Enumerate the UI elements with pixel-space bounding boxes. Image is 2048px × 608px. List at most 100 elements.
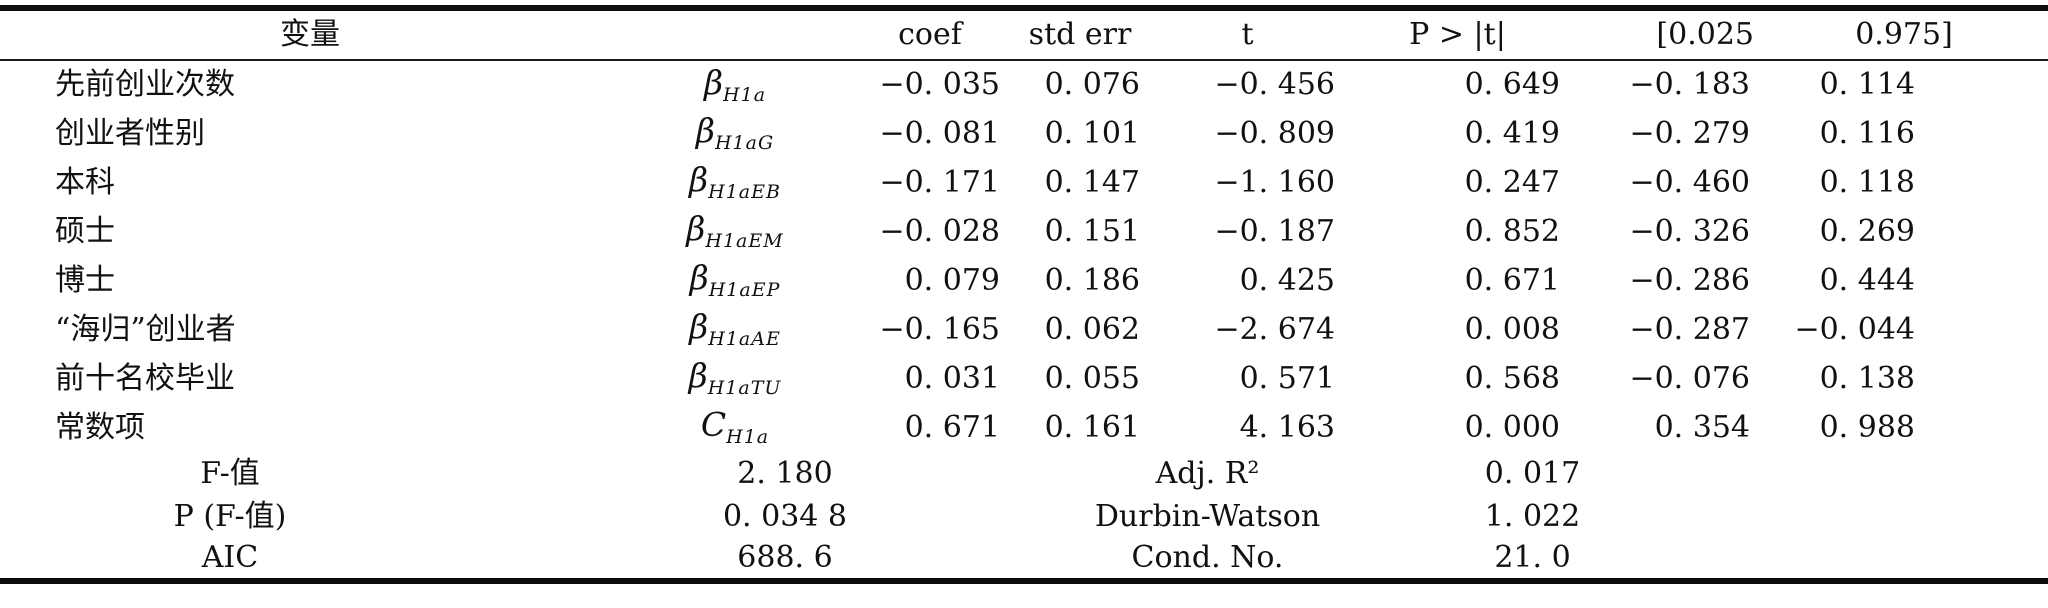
variable-label: 常数项 <box>55 409 145 445</box>
p-value: 0. 568 <box>1464 360 1560 396</box>
ci-upper-value: 0. 138 <box>1819 360 1915 396</box>
coef-value: −0. 171 <box>879 164 1000 200</box>
regression-table-page: 变量 coef std err t P > |t| [0.025 0.975] … <box>0 5 2048 608</box>
t-value: 4. 163 <box>1239 409 1335 445</box>
t-value: −2. 674 <box>1214 311 1335 347</box>
symbol-letter: β <box>688 356 708 395</box>
coefficient-symbol: βH1aEP <box>560 256 850 305</box>
col-header-ci-upper: 0.975] <box>1855 17 1953 52</box>
table-row: 先前创业次数 βH1a −0. 035 0. 076 −0. 456 0. 64… <box>0 60 2048 109</box>
table-row: “海归”创业者 βH1aAE −0. 165 0. 062 −2. 674 0.… <box>0 305 2048 354</box>
col-header-t: t <box>1241 17 1254 52</box>
table-row: 硕士 βH1aEM −0. 028 0. 151 −0. 187 0. 852 … <box>0 207 2048 256</box>
p-value: 0. 419 <box>1464 115 1560 151</box>
table-row: 前十名校毕业 βH1aTU 0. 031 0. 055 0. 571 0. 56… <box>0 354 2048 403</box>
std-err-value: 0. 101 <box>1044 115 1140 151</box>
symbol-subscript: H1aG <box>714 132 775 154</box>
row-spacer <box>1930 60 2048 109</box>
stat-value-right: 1. 022 <box>1484 498 1581 534</box>
row-spacer <box>1760 495 2048 538</box>
col-header-p-value: P > |t| <box>1409 17 1506 52</box>
coefficient-symbol: βH1a <box>560 60 850 109</box>
coefficient-symbol: CH1a <box>560 403 850 452</box>
std-err-value: 0. 161 <box>1044 409 1140 445</box>
ci-upper-value: 0. 116 <box>1819 115 1915 151</box>
variable-label: “海归”创业者 <box>55 311 236 347</box>
stat-value-right: 0. 017 <box>1484 455 1581 491</box>
table-row: 常数项 CH1a 0. 671 0. 161 4. 163 0. 000 0. … <box>0 403 2048 452</box>
stat-label-left: F-值 <box>200 455 260 491</box>
symbol-letter: β <box>703 62 724 102</box>
symbol-subscript: H1a <box>723 83 767 106</box>
row-spacer <box>1930 256 2048 305</box>
table-row: 博士 βH1aEP 0. 079 0. 186 0. 425 0. 671 −0… <box>0 256 2048 305</box>
variable-label: 本科 <box>55 164 115 200</box>
t-value: 0. 425 <box>1239 262 1335 298</box>
p-value: 0. 852 <box>1464 213 1560 249</box>
col-header-variable: 变量 <box>280 17 340 52</box>
stat-value-left: 688. 6 <box>737 540 833 575</box>
variable-label: 先前创业次数 <box>55 67 235 102</box>
row-spacer <box>1930 354 2048 403</box>
summary-row: AIC 688. 6 Cond. No. 21. 0 <box>0 538 2048 581</box>
symbol-subscript: H1aEP <box>708 279 781 301</box>
summary-row: P (F-值) 0. 034 8 Durbin-Watson 1. 022 <box>0 495 2048 538</box>
stat-label-right: Durbin-Watson <box>1094 498 1321 534</box>
symbol-letter: C <box>700 405 727 444</box>
coefficient-symbol: βH1aAE <box>560 305 850 354</box>
symbol-letter: β <box>689 307 709 346</box>
stat-value-left: 0. 034 8 <box>722 498 848 534</box>
summary-row: F-值 2. 180 Adj. R² 0. 017 <box>0 452 2048 495</box>
ci-upper-value: 0. 444 <box>1819 262 1915 298</box>
ci-lower-value: −0. 279 <box>1629 115 1750 151</box>
coefficient-symbol: βH1aEB <box>560 158 850 207</box>
coefficient-symbol: βH1aTU <box>560 354 850 403</box>
ci-upper-value: 0. 114 <box>1819 67 1915 102</box>
row-spacer <box>1760 452 2048 495</box>
t-value: −0. 456 <box>1214 67 1335 102</box>
symbol-letter: β <box>689 160 709 199</box>
std-err-value: 0. 076 <box>1044 67 1140 102</box>
row-spacer <box>1930 403 2048 452</box>
row-spacer <box>1930 109 2048 158</box>
coef-value: 0. 031 <box>904 360 1000 396</box>
header-row: 变量 coef std err t P > |t| [0.025 0.975] <box>0 8 2048 60</box>
p-value: 0. 671 <box>1464 262 1560 298</box>
symbol-subscript: H1a <box>726 426 770 448</box>
row-spacer <box>1760 538 2048 581</box>
coef-value: 0. 079 <box>904 262 1000 298</box>
ci-upper-value: 0. 269 <box>1819 213 1915 249</box>
coef-value: −0. 035 <box>879 67 1000 102</box>
coef-value: 0. 671 <box>904 409 1000 445</box>
coefficient-symbol: βH1aG <box>560 109 850 158</box>
stat-label-left: P (F-值) <box>173 498 287 534</box>
variable-label: 博士 <box>55 262 115 298</box>
symbol-subscript: H1aEM <box>705 230 784 252</box>
coefficient-symbol: βH1aEM <box>560 207 850 256</box>
stat-value-left: 2. 180 <box>737 455 833 491</box>
variable-label: 创业者性别 <box>55 115 205 151</box>
ci-lower-value: −0. 326 <box>1629 213 1750 249</box>
symbol-subscript: H1aAE <box>708 328 781 350</box>
std-err-value: 0. 147 <box>1044 164 1140 200</box>
coef-value: −0. 165 <box>879 311 1000 347</box>
ci-lower-value: −0. 183 <box>1629 67 1750 102</box>
std-err-value: 0. 062 <box>1044 311 1140 347</box>
variable-label: 硕士 <box>55 213 115 249</box>
row-spacer <box>1930 207 2048 256</box>
symbol-letter: β <box>689 258 709 297</box>
ci-lower-value: −0. 287 <box>1629 311 1750 347</box>
symbol-letter: β <box>686 209 706 248</box>
ci-upper-value: 0. 988 <box>1819 409 1915 445</box>
stat-label-right: Adj. R² <box>1155 455 1260 491</box>
p-value: 0. 649 <box>1464 67 1560 102</box>
row-spacer <box>1930 305 2048 354</box>
stat-value-right: 21. 0 <box>1494 540 1571 575</box>
t-value: 0. 571 <box>1239 360 1335 396</box>
table-row: 创业者性别 βH1aG −0. 081 0. 101 −0. 809 0. 41… <box>0 109 2048 158</box>
ci-lower-value: 0. 354 <box>1654 409 1750 445</box>
std-err-value: 0. 151 <box>1044 213 1140 249</box>
variable-label: 前十名校毕业 <box>55 360 235 396</box>
p-value: 0. 008 <box>1464 311 1560 347</box>
t-value: −0. 809 <box>1214 115 1335 151</box>
